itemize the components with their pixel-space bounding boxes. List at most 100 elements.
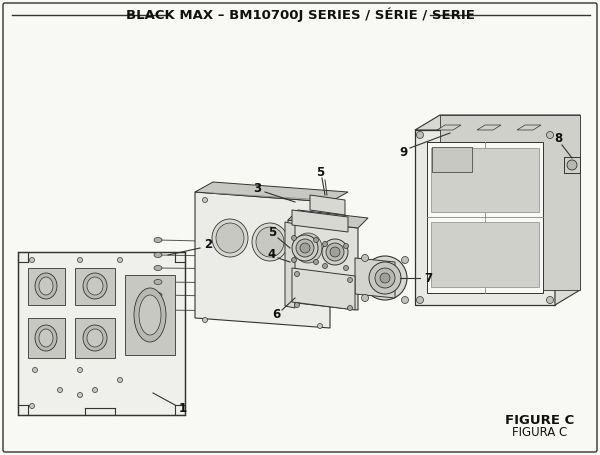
- Ellipse shape: [363, 256, 407, 300]
- Text: FIGURA C: FIGURA C: [512, 426, 568, 440]
- Ellipse shape: [547, 297, 554, 303]
- Polygon shape: [555, 115, 580, 305]
- Ellipse shape: [154, 293, 162, 298]
- Ellipse shape: [212, 219, 248, 257]
- Polygon shape: [292, 268, 355, 310]
- Ellipse shape: [547, 131, 554, 138]
- Polygon shape: [288, 210, 368, 228]
- Ellipse shape: [118, 378, 122, 383]
- Ellipse shape: [361, 254, 368, 262]
- Polygon shape: [517, 125, 541, 130]
- Ellipse shape: [154, 279, 162, 284]
- Ellipse shape: [296, 239, 314, 257]
- Ellipse shape: [314, 259, 319, 264]
- Text: 5: 5: [268, 226, 276, 238]
- Ellipse shape: [416, 131, 424, 138]
- Ellipse shape: [292, 258, 296, 263]
- Ellipse shape: [32, 368, 37, 373]
- Text: 1: 1: [179, 401, 187, 415]
- Text: 9: 9: [399, 146, 407, 158]
- Ellipse shape: [295, 303, 299, 308]
- Polygon shape: [292, 210, 348, 232]
- Polygon shape: [415, 115, 580, 130]
- Text: 6: 6: [272, 308, 280, 322]
- Polygon shape: [477, 125, 501, 130]
- Ellipse shape: [347, 278, 353, 283]
- Polygon shape: [288, 220, 358, 310]
- Ellipse shape: [77, 368, 83, 373]
- Text: 2: 2: [204, 238, 212, 252]
- Ellipse shape: [256, 227, 284, 257]
- Ellipse shape: [77, 258, 83, 263]
- Ellipse shape: [295, 272, 299, 277]
- Ellipse shape: [77, 393, 83, 398]
- Ellipse shape: [139, 295, 161, 335]
- Ellipse shape: [567, 160, 577, 170]
- Ellipse shape: [216, 223, 244, 253]
- Ellipse shape: [322, 239, 348, 265]
- Ellipse shape: [252, 223, 288, 261]
- Polygon shape: [415, 130, 555, 305]
- Polygon shape: [195, 182, 348, 202]
- Ellipse shape: [154, 253, 162, 258]
- Polygon shape: [431, 148, 539, 212]
- Polygon shape: [195, 192, 330, 328]
- Ellipse shape: [39, 329, 53, 347]
- Ellipse shape: [300, 243, 310, 253]
- Polygon shape: [432, 147, 472, 172]
- Ellipse shape: [375, 268, 395, 288]
- Ellipse shape: [134, 288, 166, 342]
- Ellipse shape: [87, 329, 103, 347]
- Polygon shape: [437, 125, 461, 130]
- Polygon shape: [18, 252, 185, 415]
- Ellipse shape: [35, 273, 57, 299]
- Text: BLACK MAX – BM10700J SERIES / SÉRIE / SERIE: BLACK MAX – BM10700J SERIES / SÉRIE / SE…: [125, 8, 475, 22]
- Ellipse shape: [35, 325, 57, 351]
- Polygon shape: [28, 268, 65, 305]
- Ellipse shape: [347, 305, 353, 310]
- Ellipse shape: [294, 233, 322, 263]
- Ellipse shape: [154, 238, 162, 243]
- FancyBboxPatch shape: [3, 3, 597, 452]
- Ellipse shape: [314, 238, 319, 243]
- Text: 8: 8: [554, 132, 562, 146]
- Ellipse shape: [369, 262, 401, 294]
- Ellipse shape: [58, 388, 62, 393]
- Ellipse shape: [154, 308, 162, 313]
- Polygon shape: [355, 258, 395, 298]
- Polygon shape: [285, 222, 295, 308]
- Ellipse shape: [29, 404, 35, 409]
- Polygon shape: [75, 318, 115, 358]
- Ellipse shape: [343, 266, 349, 271]
- Ellipse shape: [317, 206, 323, 211]
- Ellipse shape: [326, 243, 344, 261]
- Ellipse shape: [39, 277, 53, 295]
- Polygon shape: [564, 157, 580, 173]
- Polygon shape: [28, 318, 65, 358]
- Polygon shape: [431, 222, 539, 287]
- Ellipse shape: [203, 318, 208, 323]
- Text: 5: 5: [316, 166, 324, 178]
- Ellipse shape: [416, 297, 424, 303]
- Ellipse shape: [154, 266, 162, 271]
- Ellipse shape: [323, 263, 328, 268]
- Ellipse shape: [401, 297, 409, 303]
- Ellipse shape: [292, 235, 318, 261]
- Ellipse shape: [361, 294, 368, 302]
- Polygon shape: [310, 195, 345, 215]
- Polygon shape: [440, 115, 580, 290]
- Ellipse shape: [343, 243, 349, 248]
- Text: 4: 4: [268, 248, 276, 262]
- Ellipse shape: [292, 236, 296, 241]
- Text: FIGURE C: FIGURE C: [505, 414, 575, 426]
- Ellipse shape: [83, 273, 107, 299]
- Polygon shape: [427, 142, 543, 293]
- Ellipse shape: [401, 257, 409, 263]
- Ellipse shape: [203, 197, 208, 202]
- Ellipse shape: [29, 258, 35, 263]
- Ellipse shape: [330, 247, 340, 257]
- Ellipse shape: [290, 229, 326, 267]
- Ellipse shape: [323, 242, 328, 247]
- Ellipse shape: [317, 324, 323, 329]
- Polygon shape: [125, 275, 175, 355]
